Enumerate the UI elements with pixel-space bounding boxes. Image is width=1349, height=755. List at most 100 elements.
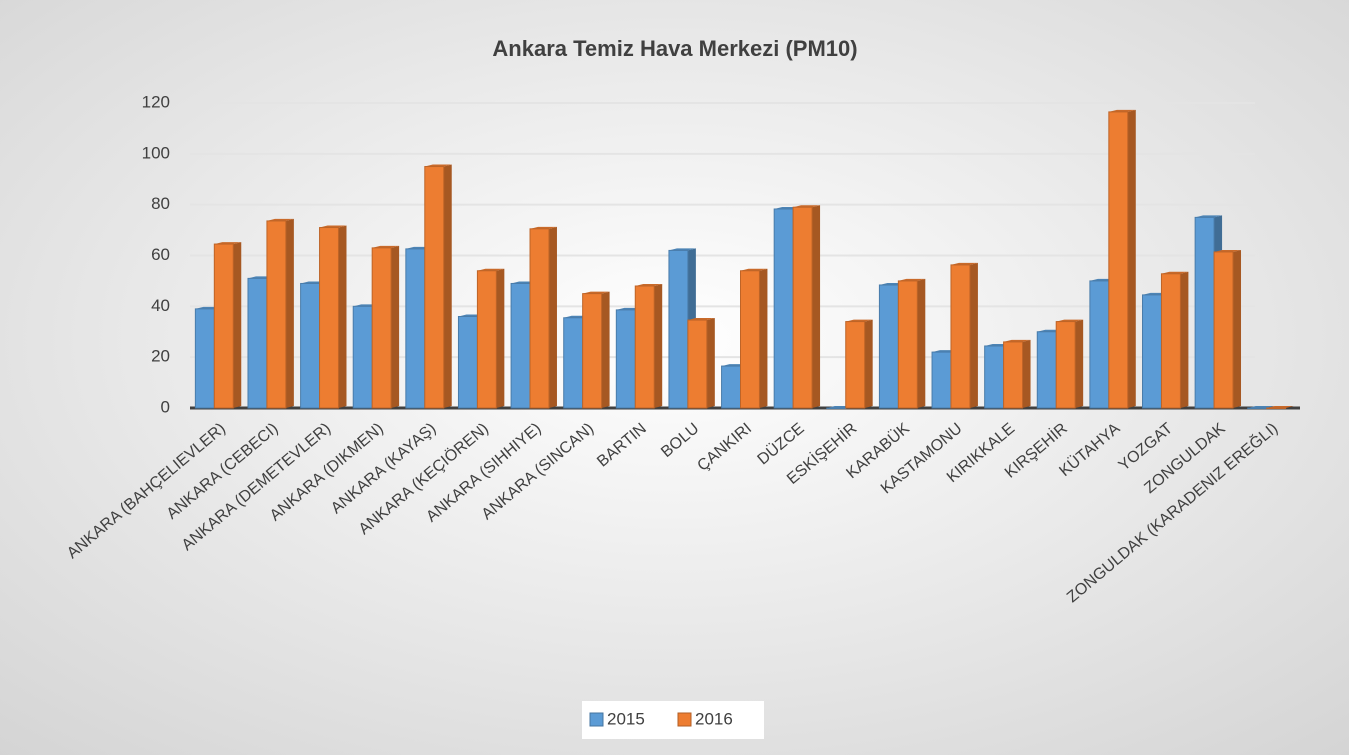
bar — [1160, 271, 1189, 409]
bar-front — [1142, 294, 1162, 409]
bar-front — [668, 249, 689, 409]
bar-side — [654, 284, 663, 408]
bar-front — [1055, 321, 1076, 409]
bar — [687, 318, 715, 409]
bar-front — [247, 277, 268, 409]
bar — [950, 262, 978, 409]
y-tick-label: 60 — [151, 245, 170, 264]
bar-side — [812, 205, 821, 408]
bar-front — [1213, 251, 1234, 409]
bar-side — [1022, 339, 1031, 408]
bar-front — [582, 293, 603, 409]
legend-swatch — [677, 712, 692, 727]
bar — [1003, 339, 1031, 409]
bar — [476, 268, 505, 409]
bar-top — [1056, 319, 1084, 322]
y-tick-label: 120 — [142, 92, 170, 111]
bar-top — [424, 164, 452, 167]
bar-front — [563, 317, 584, 409]
bar-front — [424, 166, 445, 409]
bar-front — [615, 309, 636, 409]
bar — [1108, 109, 1136, 409]
bar-side — [864, 319, 873, 408]
bar-front — [352, 305, 373, 409]
bar-front — [266, 220, 287, 409]
bar-side — [391, 245, 400, 408]
bar-top — [1161, 271, 1189, 274]
bar — [634, 284, 663, 409]
y-tick-label: 0 — [161, 397, 170, 416]
bar-side — [1127, 109, 1136, 408]
legend-label: 2016 — [695, 709, 733, 728]
bar-top — [319, 225, 347, 228]
bar-front — [845, 321, 866, 409]
bar-front — [740, 270, 760, 409]
bar-front — [773, 208, 794, 409]
bar — [740, 268, 768, 409]
bar — [319, 225, 347, 409]
legend-box — [582, 701, 764, 739]
bar-front — [721, 365, 741, 409]
legend-swatch — [589, 712, 604, 727]
bar — [1055, 319, 1084, 409]
bar-front — [897, 280, 918, 409]
bar-front — [1003, 341, 1024, 409]
bar-top — [266, 218, 294, 221]
bar — [266, 218, 294, 409]
bar-side — [1075, 319, 1084, 408]
bar-side — [233, 242, 242, 408]
y-tick-label: 80 — [151, 194, 170, 213]
bar-front — [1108, 111, 1129, 409]
bar-front — [634, 285, 655, 409]
bar-front — [1036, 331, 1057, 409]
bar-front — [792, 206, 813, 409]
bar — [1266, 406, 1294, 409]
bar — [845, 319, 873, 409]
bar-front — [826, 407, 847, 409]
bar — [213, 242, 242, 409]
bar-front — [300, 282, 321, 409]
bar-side — [548, 226, 557, 408]
bar-side — [917, 278, 926, 408]
bar-front — [529, 228, 550, 409]
bar-front — [1247, 407, 1268, 409]
chart-title: Ankara Temiz Hava Merkezi (PM10) — [492, 36, 857, 61]
y-tick-label: 100 — [142, 143, 170, 162]
bar-front — [931, 351, 952, 409]
bar-front — [213, 243, 234, 409]
bar-side — [338, 225, 347, 408]
bar-front — [194, 308, 215, 409]
bar-front — [1194, 216, 1215, 409]
bar-front — [950, 264, 971, 409]
bar-side — [1180, 271, 1189, 408]
bar-side — [496, 268, 505, 408]
bar-side — [969, 262, 978, 408]
bar-top — [668, 248, 696, 251]
bar — [897, 278, 926, 409]
bar-front — [510, 282, 531, 409]
bar — [424, 164, 452, 409]
y-tick-label: 40 — [151, 296, 170, 315]
bar — [792, 205, 821, 409]
bar-side — [601, 291, 610, 408]
bar — [582, 291, 610, 409]
legend-label: 2015 — [607, 709, 645, 728]
bar-side — [285, 218, 294, 408]
bar-front — [405, 248, 426, 409]
bar-side — [1233, 249, 1242, 408]
bar — [529, 226, 557, 409]
bar-front — [457, 316, 478, 409]
bar — [371, 245, 400, 409]
bar-side — [759, 268, 768, 408]
bar-front — [687, 319, 708, 409]
bar-side — [706, 318, 715, 408]
bar-front — [371, 247, 392, 409]
bar-side — [443, 164, 452, 408]
bar-front — [319, 227, 339, 409]
bar-front — [984, 345, 1005, 409]
bar-front — [1160, 273, 1181, 409]
bar-front — [476, 270, 497, 409]
bar — [1213, 249, 1242, 409]
